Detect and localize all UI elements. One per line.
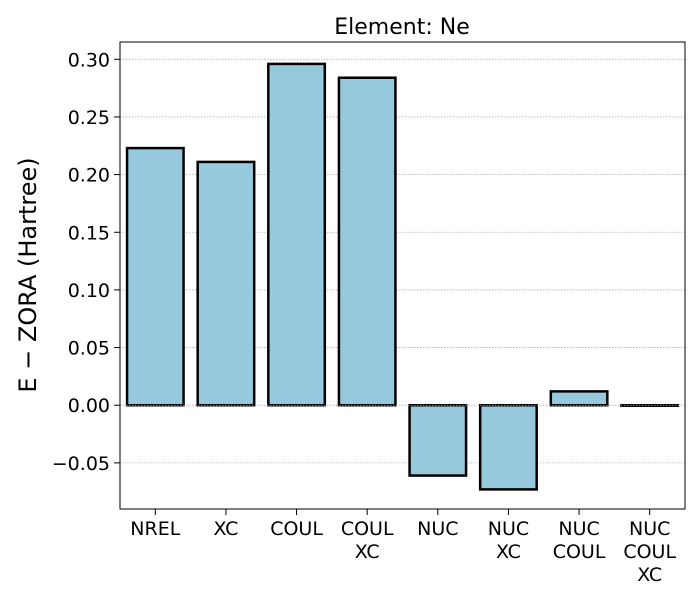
y-axis-label: E − ZORA (Hartree) (14, 157, 42, 392)
bar-nuc (408, 403, 468, 477)
y-tick-label: −0.05 (52, 453, 110, 475)
x-tick-label: XC (496, 541, 521, 563)
y-tick-label: 0.10 (68, 280, 110, 302)
bar-nrel (125, 146, 185, 407)
x-tick-label: COUL (341, 518, 394, 540)
x-tick-label: XC (213, 518, 238, 540)
x-tick-label: NUC (488, 518, 529, 540)
bar-coul (267, 62, 327, 407)
x-tick-label: NUC (558, 518, 599, 540)
chart-title: Element: Ne (334, 15, 469, 40)
x-tick-label: NREL (130, 518, 180, 540)
y-tick-label: 0.30 (68, 49, 110, 71)
x-tick-label: COUL (623, 541, 676, 563)
bar-nuc-xc (478, 403, 538, 491)
y-tick-label: 0.25 (68, 107, 110, 129)
y-tick-label: 0.00 (68, 395, 110, 417)
plot-frame (119, 41, 686, 510)
bar-xc (196, 160, 256, 407)
x-tick-label: NUC (629, 518, 670, 540)
bar-coul-xc (337, 76, 397, 407)
x-tick-label: NUC (417, 518, 458, 540)
y-tick-label: 0.15 (68, 222, 110, 244)
x-tick-label: XC (637, 564, 662, 586)
x-tick-label: COUL (553, 541, 606, 563)
y-axis-ticks: −0.05 0.00 0.05 0.10 0.15 0.20 0.25 0.30 (52, 49, 120, 475)
y-tick-label: 0.20 (68, 165, 110, 187)
y-tick-label: 0.05 (68, 338, 110, 360)
x-tick-label: XC (355, 541, 380, 563)
x-tick-label: COUL (270, 518, 323, 540)
bars (120, 62, 685, 491)
bar-nuc-coul (549, 390, 609, 407)
